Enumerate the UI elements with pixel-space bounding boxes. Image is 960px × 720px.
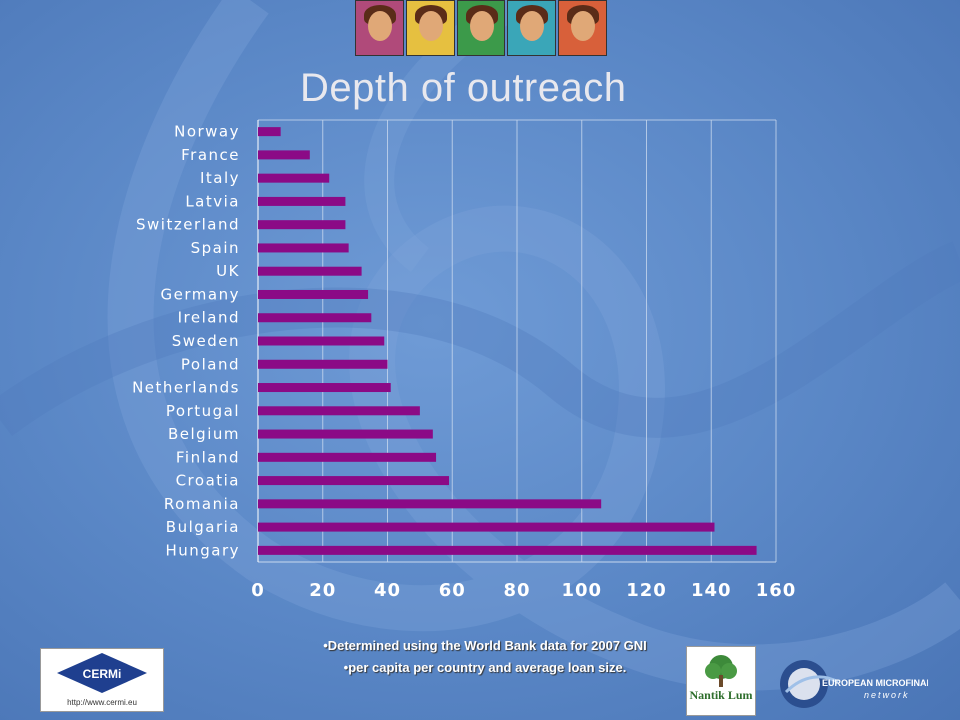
bar-switzerland — [258, 220, 346, 230]
bar-poland — [258, 359, 388, 369]
photo-5 — [558, 0, 607, 56]
x-tick-label-100: 100 — [561, 580, 602, 601]
x-tick-label-120: 120 — [626, 580, 667, 601]
emn-logo[interactable]: EUROPEAN MICROFINANCE network — [778, 652, 928, 716]
footnote-line-1: •Determined using the World Bank data fo… — [323, 638, 647, 653]
photo-1 — [355, 0, 404, 56]
cermi-url: http://www.cermi.eu — [67, 698, 137, 707]
category-label-hungary: Hungary — [165, 541, 240, 559]
category-label-germany: Germany — [161, 285, 240, 303]
emn-line-1: EUROPEAN MICROFINANCE — [822, 678, 928, 688]
category-label-netherlands: Netherlands — [132, 379, 240, 397]
category-label-france: France — [181, 146, 240, 164]
bar-belgium — [258, 429, 433, 439]
nantik-name: Nantik Lum — [689, 688, 752, 702]
x-tick-label-40: 40 — [374, 580, 401, 601]
category-label-finland: Finland — [176, 448, 240, 466]
category-label-italy: Italy — [200, 169, 240, 187]
nantik-lum-logo[interactable]: Nantik Lum — [686, 646, 756, 716]
category-label-romania: Romania — [164, 495, 240, 513]
tree-icon: Nantik Lum — [689, 655, 753, 702]
bar-latvia — [258, 196, 346, 206]
bar-uk — [258, 266, 362, 276]
emn-line-2: network — [864, 690, 910, 700]
photo-4 — [507, 0, 557, 56]
cermi-logo-graphic: CERMi http://www.cermi.eu — [57, 653, 147, 707]
x-tick-label-160: 160 — [756, 580, 797, 601]
x-tick-label-60: 60 — [439, 580, 466, 601]
bar-finland — [258, 452, 437, 462]
category-label-sweden: Sweden — [172, 332, 240, 350]
slide-title: Depth of outreach — [300, 66, 627, 110]
bar-portugal — [258, 406, 420, 416]
cermi-name: CERMi — [83, 667, 122, 681]
category-label-belgium: Belgium — [168, 425, 240, 443]
cermi-logo[interactable]: CERMi http://www.cermi.eu — [40, 648, 164, 712]
bar-norway — [258, 127, 281, 137]
category-label-ireland: Ireland — [178, 309, 240, 327]
bar-bulgaria — [258, 522, 715, 532]
category-label-switzerland: Switzerland — [136, 216, 240, 234]
footnote-line-2: •per capita per country and average loan… — [343, 660, 627, 675]
bar-netherlands — [258, 383, 391, 393]
bar-sweden — [258, 336, 385, 346]
bar-croatia — [258, 476, 450, 486]
bar-hungary — [258, 545, 757, 555]
category-label-uk: UK — [216, 262, 240, 280]
category-label-bulgaria: Bulgaria — [166, 518, 240, 536]
bar-italy — [258, 173, 330, 183]
photo-2 — [405, 0, 455, 56]
bar-france — [258, 150, 310, 160]
category-label-spain: Spain — [191, 239, 240, 257]
category-label-norway: Norway — [174, 123, 240, 141]
category-label-latvia: Latvia — [185, 192, 240, 210]
x-tick-label-0: 0 — [251, 580, 265, 601]
bar-germany — [258, 289, 369, 299]
bar-ireland — [258, 313, 372, 323]
bar-spain — [258, 243, 349, 253]
header-photo-strip — [355, 0, 607, 56]
photo-3 — [456, 0, 506, 56]
category-label-poland: Poland — [181, 355, 240, 373]
category-label-croatia: Croatia — [176, 472, 240, 490]
x-tick-label-140: 140 — [691, 580, 732, 601]
category-label-portugal: Portugal — [166, 402, 240, 420]
x-tick-label-20: 20 — [309, 580, 336, 601]
x-tick-label-80: 80 — [503, 580, 530, 601]
bar-romania — [258, 499, 602, 509]
